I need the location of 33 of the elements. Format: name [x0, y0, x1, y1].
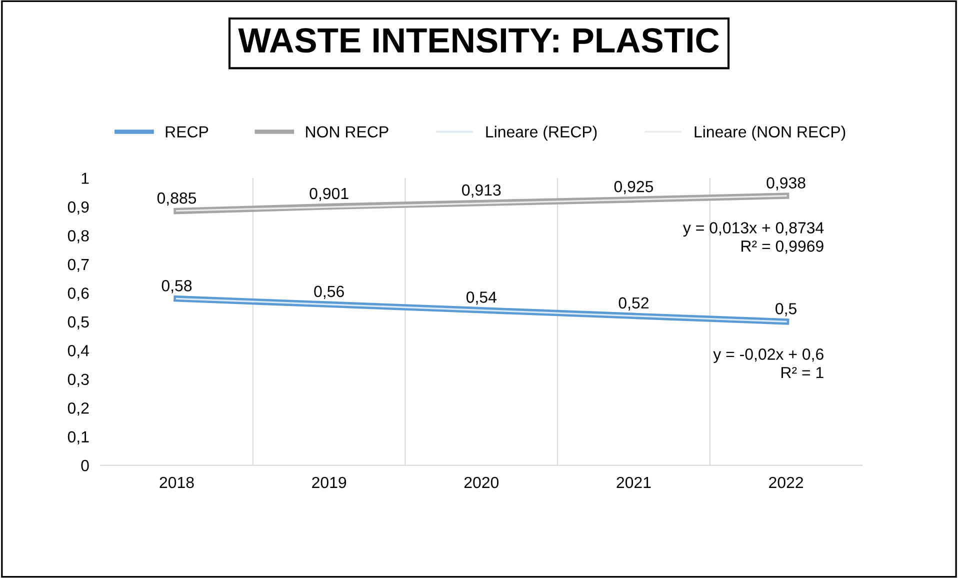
- legend-label: Lineare (NON RECP): [694, 126, 846, 141]
- y-tick-label: 0,6: [68, 288, 89, 301]
- legend-label: Lineare (RECP): [486, 126, 597, 141]
- data-label: 0,54: [466, 292, 496, 305]
- y-tick-label: 0,8: [68, 230, 89, 244]
- data-label: 0,925: [614, 180, 654, 194]
- x-tick-label: 2022: [769, 476, 804, 488]
- y-tick-label: 0,3: [68, 374, 89, 387]
- x-tick-label: 2019: [312, 476, 346, 488]
- legend-label: NON RECP: [306, 126, 388, 138]
- y-tick-label: 0,7: [68, 258, 89, 272]
- y-tick-label: 0: [81, 460, 89, 472]
- data-label: 0,913: [462, 184, 501, 198]
- data-label: 0,58: [162, 280, 192, 294]
- x-tick-label: 2018: [160, 476, 194, 488]
- chart-title: WASTE INTENSITY: PLASTIC: [238, 28, 719, 53]
- y-tick-label: 0,2: [68, 402, 89, 416]
- data-label: 0,56: [314, 286, 344, 299]
- x-tick-label: 2020: [464, 476, 499, 488]
- data-label: 0,938: [766, 177, 806, 190]
- y-tick-label: 1: [82, 172, 89, 184]
- data-label: 0,901: [310, 188, 348, 202]
- y-tick-label: 0,4: [68, 345, 90, 358]
- data-label: 0,885: [157, 192, 196, 206]
- legend-label: RECP: [166, 126, 208, 138]
- data-label: 0,5: [776, 303, 796, 316]
- annotation: y = -0,02x + 0,6 R² = 1: [713, 348, 824, 378]
- annotation: y = 0,013x + 0,8734 R² = 0,9969: [682, 222, 824, 254]
- y-tick-label: 0,5: [68, 316, 89, 330]
- y-tick-label: 0,9: [68, 201, 89, 215]
- data-label: 0,52: [618, 297, 648, 310]
- x-tick-label: 2021: [616, 476, 651, 488]
- y-tick-label: 0,1: [68, 431, 89, 444]
